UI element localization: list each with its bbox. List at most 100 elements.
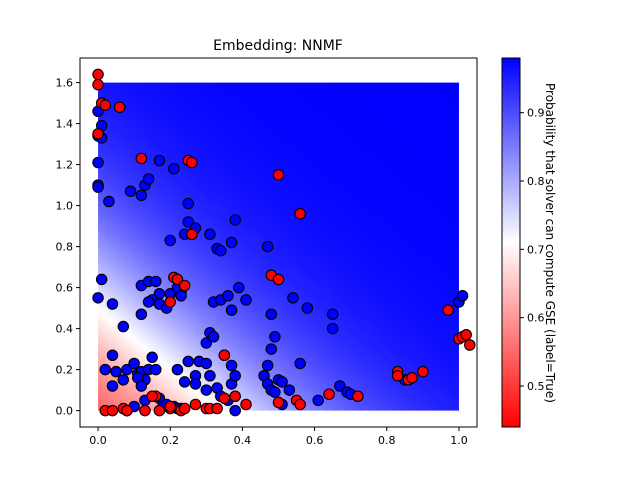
data-point-blue: [225, 304, 238, 316]
data-point-red: [442, 304, 454, 316]
data-point-blue: [128, 357, 140, 370]
probability-field: [98, 82, 459, 411]
y-axis-ticks: 0.0 0.2 0.4 0.6 0.8 1.0 1.2 1.4 1.6: [56, 77, 80, 418]
data-point-blue: [135, 308, 148, 320]
y-tick-label: 1.6: [56, 77, 74, 90]
data-point-red: [106, 404, 119, 417]
data-point-red: [135, 152, 148, 165]
data-point-red: [294, 398, 306, 411]
y-tick-label: 1.0: [56, 200, 74, 213]
data-point-red: [218, 349, 231, 361]
data-point-blue: [261, 359, 274, 372]
data-point-blue: [171, 363, 184, 376]
data-point-blue: [189, 378, 202, 390]
y-tick-label: 0.0: [56, 405, 74, 418]
data-point-blue: [269, 331, 281, 343]
data-point-blue: [142, 173, 155, 185]
data-point-blue: [294, 357, 306, 370]
data-point-blue: [229, 404, 241, 417]
axes-frame: [79, 57, 478, 428]
data-point-red: [464, 339, 476, 351]
data-point-red: [164, 400, 176, 413]
data-point-red: [218, 392, 231, 405]
data-point-blue: [175, 290, 187, 302]
data-point-blue: [182, 355, 195, 368]
data-point-red: [164, 296, 176, 308]
data-point-blue: [135, 189, 148, 202]
data-point-red: [323, 388, 335, 400]
data-point-red: [460, 328, 472, 341]
colorbar: [501, 57, 521, 428]
data-point-blue: [283, 384, 296, 396]
data-point-red: [189, 398, 202, 411]
data-point-red: [272, 273, 285, 286]
colorbar-tick-label: 0.6: [527, 312, 545, 325]
data-point-blue: [269, 386, 281, 398]
data-point-red: [178, 402, 191, 415]
data-point-blue: [456, 290, 469, 302]
data-point-red: [121, 404, 133, 417]
scatter-points: [92, 68, 476, 417]
data-point-red: [391, 369, 404, 382]
data-point-red: [92, 128, 104, 140]
data-point-red: [92, 68, 104, 81]
data-point-blue: [182, 216, 195, 228]
data-point-blue: [95, 273, 108, 286]
data-point-blue: [168, 162, 180, 175]
data-point-blue: [261, 240, 274, 253]
data-point-blue: [106, 298, 119, 310]
data-point-blue: [301, 302, 314, 314]
data-point-blue: [287, 292, 299, 304]
data-point-blue: [200, 357, 213, 370]
data-point-blue: [92, 156, 104, 169]
data-point-blue: [200, 384, 213, 396]
x-tick-label: 0.2: [161, 434, 179, 447]
data-point-blue: [103, 195, 115, 208]
data-point-red: [99, 99, 112, 111]
data-point-red: [92, 78, 104, 91]
y-tick-label: 1.4: [56, 118, 74, 131]
colorbar-label: Probability that solver can compute GSE …: [543, 83, 557, 403]
data-point-red: [240, 398, 252, 411]
data-point-blue: [182, 197, 195, 210]
data-point-blue: [326, 322, 339, 335]
data-point-red: [417, 365, 429, 378]
colorbar-tick-label: 0.9: [527, 107, 545, 120]
y-tick-label: 1.2: [56, 159, 74, 172]
data-point-blue: [334, 380, 346, 392]
data-point-blue: [276, 376, 288, 388]
plot-area: [92, 68, 476, 417]
colorbar-tick-label: 0.7: [527, 243, 545, 256]
data-point-blue: [99, 363, 112, 376]
data-point-blue: [164, 234, 176, 247]
data-point-blue: [178, 376, 191, 388]
data-point-red: [113, 101, 126, 113]
data-point-blue: [121, 363, 133, 376]
data-point-blue: [153, 154, 166, 167]
data-point-blue: [92, 181, 104, 193]
y-tick-label: 0.4: [56, 323, 74, 336]
data-point-blue: [106, 380, 119, 392]
data-point-blue: [326, 308, 339, 320]
data-point-blue: [204, 369, 216, 382]
data-point-blue: [225, 236, 238, 249]
data-point-blue: [229, 214, 241, 226]
data-point-red: [153, 404, 166, 417]
data-point-blue: [265, 343, 278, 355]
data-point-blue: [200, 337, 213, 349]
data-point-blue: [117, 374, 130, 386]
data-point-red: [139, 404, 151, 417]
data-point-blue: [146, 351, 158, 364]
y-tick-label: 0.6: [56, 282, 74, 295]
data-point-red: [146, 390, 158, 402]
data-point-red: [186, 228, 198, 241]
data-point-blue: [150, 363, 162, 376]
data-point-blue: [150, 275, 162, 288]
data-point-red: [294, 208, 306, 220]
data-point-red: [272, 396, 285, 409]
data-point-red: [171, 273, 184, 286]
colorbar-tick-label: 0.8: [527, 175, 545, 188]
data-point-red: [352, 390, 364, 402]
data-point-red: [406, 372, 418, 384]
